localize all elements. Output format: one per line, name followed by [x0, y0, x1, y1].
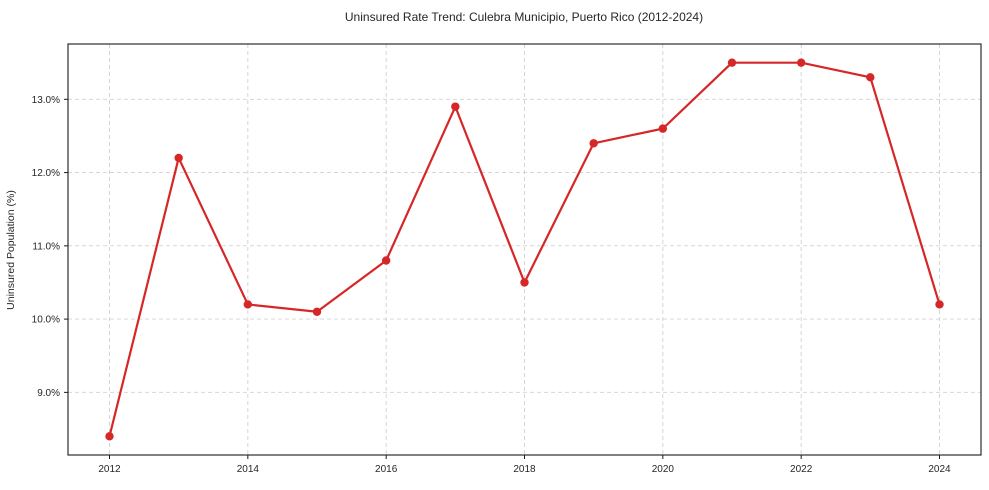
- data-point-marker: [312, 307, 322, 316]
- y-tick-label: 10.0%: [32, 315, 60, 326]
- x-tick-label: 2016: [375, 464, 398, 475]
- data-point-marker: [727, 58, 737, 67]
- data-point-marker: [796, 58, 806, 67]
- data-point-marker: [381, 256, 391, 265]
- x-tick-label: 2020: [652, 464, 675, 475]
- data-point-marker: [866, 73, 875, 82]
- data-point-marker: [174, 153, 183, 163]
- data-point-marker: [243, 300, 253, 309]
- x-tick-label: 2012: [98, 464, 121, 475]
- x-tick-label: 2018: [513, 464, 536, 475]
- data-point-marker: [935, 300, 944, 309]
- y-tick-label: 11.0%: [32, 241, 60, 252]
- y-axis-label: Uninsured Population (%): [5, 190, 17, 310]
- data-points: [105, 58, 944, 441]
- chart-title: Uninsured Rate Trend: Culebra Municipio,…: [345, 10, 703, 24]
- x-tick-labels: 2012 2014 2016 2018 2020 2022 2024: [98, 464, 951, 475]
- x-tick-label: 2024: [928, 464, 951, 475]
- y-tick-label: 12.0%: [32, 168, 60, 179]
- data-point-marker: [658, 124, 668, 133]
- y-tick-labels: 9.0% 10.0% 11.0% 12.0% 13.0%: [32, 95, 60, 399]
- y-tick-label: 13.0%: [32, 95, 60, 106]
- data-point-marker: [451, 102, 460, 111]
- y-tick-label: 9.0%: [37, 388, 60, 399]
- x-tick-label: 2022: [790, 464, 813, 475]
- tick-marks: [64, 98, 940, 459]
- x-tick-label: 2014: [237, 464, 260, 475]
- gridlines: [68, 44, 981, 455]
- data-point-marker: [589, 139, 598, 148]
- data-point-marker: [105, 432, 114, 441]
- data-point-marker: [520, 278, 529, 287]
